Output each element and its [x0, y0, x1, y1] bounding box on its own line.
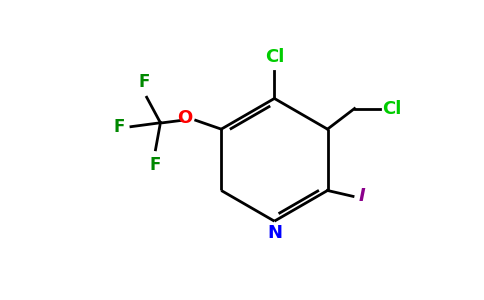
- Text: Cl: Cl: [382, 100, 402, 118]
- Text: O: O: [178, 109, 193, 127]
- Text: F: F: [150, 156, 161, 174]
- Text: N: N: [267, 224, 282, 242]
- Text: Cl: Cl: [265, 48, 284, 66]
- Text: F: F: [114, 118, 125, 136]
- Text: F: F: [138, 74, 150, 92]
- Text: I: I: [359, 188, 366, 206]
